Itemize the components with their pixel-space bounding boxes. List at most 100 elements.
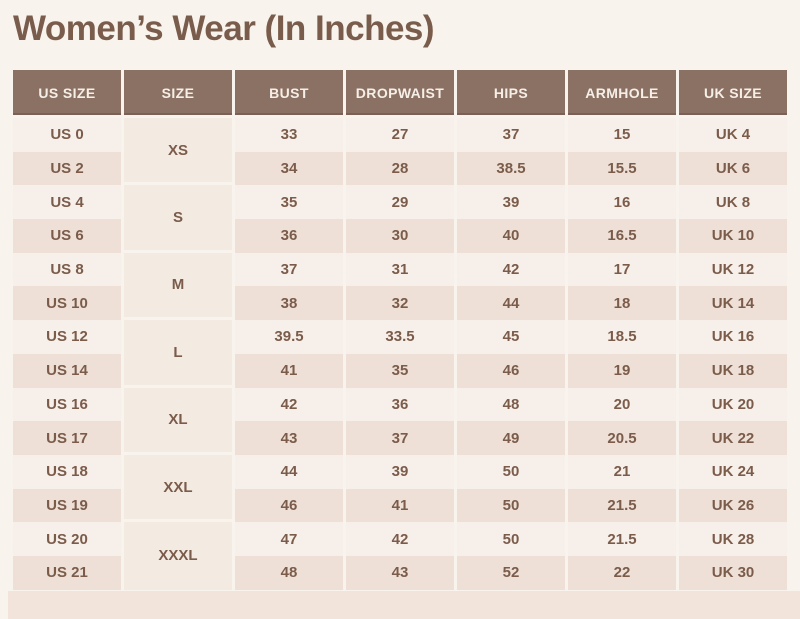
- table-row: US 21 48 43 52 22 UK 30: [13, 555, 787, 590]
- bust-cell: 35: [235, 185, 343, 220]
- bust-cell: 46: [235, 488, 343, 523]
- bottom-band: [8, 591, 800, 619]
- us-size-cell: US 12: [13, 320, 121, 354]
- table-row: US 14 41 35 46 19 UK 18: [13, 353, 787, 388]
- dropwaist-cell: 31: [346, 252, 454, 287]
- hips-cell: 48: [457, 387, 565, 422]
- size-group-cell: XXXL: [124, 522, 232, 590]
- table-row: US 12 L 39.5 33.5 45 18.5 UK 16: [13, 320, 787, 388]
- hips-cell: 44: [457, 286, 565, 321]
- armhole-cell: 16.5: [568, 219, 676, 253]
- uk-size-cell: UK 26: [679, 488, 787, 523]
- dropwaist-cell: 29: [346, 185, 454, 220]
- armhole-cell: 17: [568, 252, 676, 287]
- hips-cell: 50: [457, 488, 565, 523]
- armhole-cell: 18.5: [568, 320, 676, 354]
- dropwaist-cell: 35: [346, 353, 454, 388]
- size-chart-table: US SIZE SIZE BUST DROPWAIST HIPS ARMHOLE UK SI…: [10, 70, 790, 590]
- uk-size-cell: UK 16: [679, 320, 787, 354]
- column-header-size: SIZE: [124, 70, 232, 118]
- uk-size-cell: UK 24: [679, 454, 787, 489]
- dropwaist-cell: 37: [346, 421, 454, 455]
- column-header-dropwaist: DROPWAIST: [346, 70, 454, 118]
- uk-size-cell: UK 4: [679, 118, 787, 152]
- hips-cell: 37: [457, 118, 565, 152]
- table-row: US 19 46 41 50 21.5 UK 26: [13, 488, 787, 523]
- us-size-cell: US 16: [13, 387, 121, 422]
- table-row: US 10 38 32 44 18 UK 14: [13, 286, 787, 321]
- table-row: US 2 34 28 38.5 15.5 UK 6: [13, 151, 787, 186]
- hips-cell: 50: [457, 522, 565, 556]
- column-header-us-size: US SIZE: [13, 70, 121, 118]
- hips-cell: 40: [457, 219, 565, 253]
- armhole-cell: 21.5: [568, 522, 676, 556]
- uk-size-cell: UK 10: [679, 219, 787, 253]
- armhole-cell: 20: [568, 387, 676, 422]
- bust-cell: 48: [235, 555, 343, 590]
- bust-cell: 42: [235, 387, 343, 422]
- us-size-cell: US 6: [13, 219, 121, 253]
- us-size-cell: US 19: [13, 488, 121, 523]
- us-size-cell: US 10: [13, 286, 121, 321]
- bust-cell: 41: [235, 353, 343, 388]
- bust-cell: 44: [235, 454, 343, 489]
- table-row: US 20 XXXL 47 42 50 21.5 UK 28: [13, 522, 787, 590]
- dropwaist-cell: 28: [346, 151, 454, 186]
- uk-size-cell: UK 22: [679, 421, 787, 455]
- dropwaist-cell: 43: [346, 555, 454, 590]
- uk-size-cell: UK 20: [679, 387, 787, 422]
- table-row: US 18 XXL 44 39 50 21 UK 24: [13, 454, 787, 523]
- armhole-cell: 22: [568, 555, 676, 590]
- uk-size-cell: UK 8: [679, 185, 787, 220]
- size-group-cell: XL: [124, 387, 232, 455]
- us-size-cell: US 20: [13, 522, 121, 556]
- size-group-cell: XXL: [124, 454, 232, 523]
- armhole-cell: 15.5: [568, 151, 676, 186]
- table-row: US 4 S 35 29 39 16 UK 8: [13, 185, 787, 253]
- table-row: US 8 M 37 31 42 17 UK 12: [13, 252, 787, 321]
- hips-cell: 45: [457, 320, 565, 354]
- size-chart-container: US SIZE SIZE BUST DROPWAIST HIPS ARMHOLE UK SI…: [10, 70, 790, 590]
- hips-cell: 52: [457, 555, 565, 590]
- bust-cell: 39.5: [235, 320, 343, 354]
- bust-cell: 36: [235, 219, 343, 253]
- us-size-cell: US 0: [13, 118, 121, 152]
- table-row: US 6 36 30 40 16.5 UK 10: [13, 219, 787, 253]
- armhole-cell: 18: [568, 286, 676, 321]
- armhole-cell: 21: [568, 454, 676, 489]
- dropwaist-cell: 33.5: [346, 320, 454, 354]
- uk-size-cell: UK 14: [679, 286, 787, 321]
- armhole-cell: 16: [568, 185, 676, 220]
- armhole-cell: 19: [568, 353, 676, 388]
- dropwaist-cell: 32: [346, 286, 454, 321]
- column-header-hips: HIPS: [457, 70, 565, 118]
- dropwaist-cell: 42: [346, 522, 454, 556]
- us-size-cell: US 8: [13, 252, 121, 287]
- bust-cell: 37: [235, 252, 343, 287]
- armhole-cell: 20.5: [568, 421, 676, 455]
- bust-cell: 33: [235, 118, 343, 152]
- us-size-cell: US 4: [13, 185, 121, 220]
- size-group-cell: M: [124, 252, 232, 321]
- table-row: US 17 43 37 49 20.5 UK 22: [13, 421, 787, 455]
- hips-cell: 42: [457, 252, 565, 287]
- column-header-armhole: ARMHOLE: [568, 70, 676, 118]
- dropwaist-cell: 39: [346, 454, 454, 489]
- column-header-bust: BUST: [235, 70, 343, 118]
- size-group-cell: L: [124, 320, 232, 388]
- size-group-cell: S: [124, 185, 232, 253]
- dropwaist-cell: 41: [346, 488, 454, 523]
- column-header-uk-size: UK SIZE: [679, 70, 787, 118]
- us-size-cell: US 17: [13, 421, 121, 455]
- armhole-cell: 21.5: [568, 488, 676, 523]
- us-size-cell: US 21: [13, 555, 121, 590]
- dropwaist-cell: 36: [346, 387, 454, 422]
- table-header-row: US SIZE SIZE BUST DROPWAIST HIPS ARMHOLE UK SI…: [13, 70, 787, 118]
- uk-size-cell: UK 12: [679, 252, 787, 287]
- table-body: US 0 XS 33 27 37 15 UK 4 US 2 34 28 38.5 15.5 UK 6 US…: [13, 118, 787, 590]
- bust-cell: 38: [235, 286, 343, 321]
- hips-cell: 38.5: [457, 151, 565, 186]
- bust-cell: 47: [235, 522, 343, 556]
- bust-cell: 43: [235, 421, 343, 455]
